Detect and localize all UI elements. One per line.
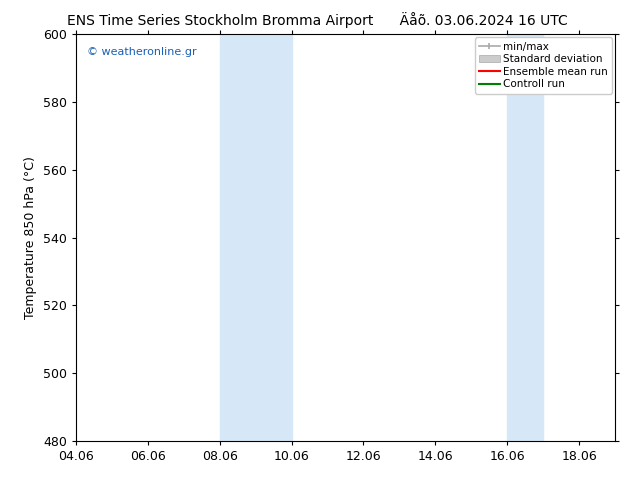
Bar [507, 34, 543, 441]
Legend: min/max, Standard deviation, Ensemble mean run, Controll run: min/max, Standard deviation, Ensemble me… [475, 37, 612, 94]
Text: ENS Time Series Stockholm Bromma Airport      Äåõ. 03.06.2024 16 UTC: ENS Time Series Stockholm Bromma Airport… [67, 12, 567, 28]
Bar [220, 34, 292, 441]
Y-axis label: Temperature 850 hPa (°C): Temperature 850 hPa (°C) [25, 156, 37, 319]
Text: © weatheronline.gr: © weatheronline.gr [87, 47, 197, 56]
